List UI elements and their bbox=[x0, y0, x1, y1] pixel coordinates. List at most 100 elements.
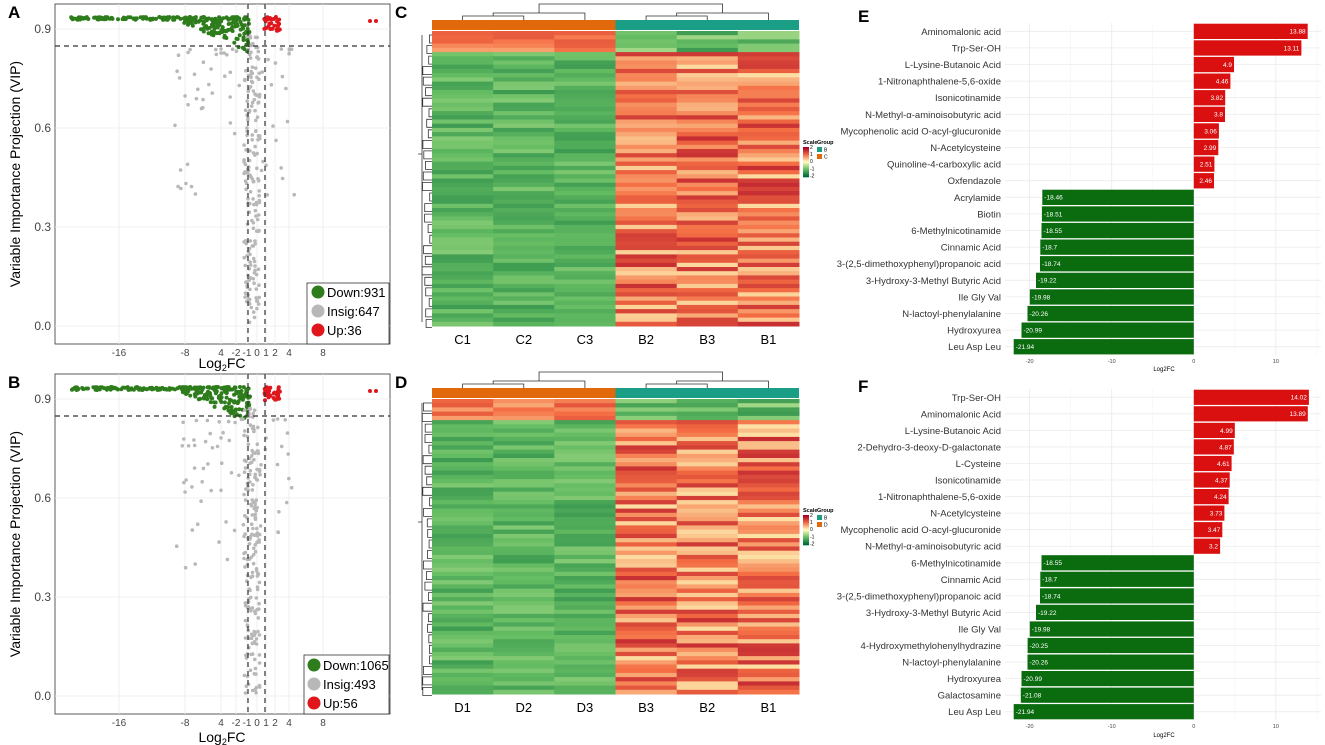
insig-point bbox=[243, 108, 248, 113]
insig-point bbox=[251, 179, 256, 184]
heatmap-cell bbox=[737, 466, 800, 472]
heatmap-cell bbox=[615, 407, 678, 413]
insig-point bbox=[256, 177, 260, 181]
up-point bbox=[269, 26, 274, 31]
heatmap-cell bbox=[554, 31, 616, 36]
heatmap-cell bbox=[615, 191, 678, 196]
heatmap-cell bbox=[676, 279, 739, 285]
heatmap-cell bbox=[432, 677, 494, 682]
insig-point bbox=[253, 512, 257, 517]
up-point bbox=[272, 390, 277, 395]
heatmap-cell bbox=[737, 554, 800, 560]
up-point bbox=[374, 19, 378, 23]
insig-point bbox=[245, 126, 249, 130]
insig-point bbox=[227, 438, 232, 443]
insig-point bbox=[257, 661, 262, 665]
heatmap-cell bbox=[554, 436, 616, 442]
bar bbox=[1193, 139, 1219, 156]
insig-point bbox=[228, 121, 233, 125]
category-label: Hydroxyurea bbox=[947, 326, 1002, 337]
heatmap-cell bbox=[737, 597, 800, 602]
heatmap-cell bbox=[676, 411, 739, 417]
heatmap-cell bbox=[554, 161, 616, 167]
insig-point bbox=[274, 138, 278, 143]
heatmap-cell bbox=[676, 580, 739, 585]
insig-point bbox=[174, 544, 179, 548]
heatmap-cell bbox=[432, 220, 494, 226]
heatmap-cell bbox=[676, 559, 739, 564]
heatmap-cell bbox=[554, 584, 616, 590]
legend-up-swatch bbox=[307, 696, 321, 710]
legend-scale-label: 1 bbox=[810, 152, 813, 158]
insig-point bbox=[186, 102, 190, 107]
heatmap-cell bbox=[676, 288, 739, 293]
insig-point bbox=[217, 420, 221, 424]
heatmap-cell bbox=[737, 445, 800, 451]
heatmap-cell bbox=[493, 647, 555, 653]
insig-point bbox=[276, 530, 281, 535]
category-label: Aminomalonic Acid bbox=[921, 409, 1001, 420]
heatmap-cell bbox=[493, 681, 555, 687]
down-point bbox=[219, 28, 224, 33]
heatmap-cell bbox=[615, 420, 678, 425]
heatmap-cell bbox=[737, 470, 800, 476]
insig-point bbox=[271, 418, 276, 422]
bar bbox=[1027, 637, 1194, 654]
insig-point bbox=[253, 208, 258, 213]
heatmap-cell bbox=[615, 432, 678, 438]
legend-scale-swatch bbox=[803, 147, 809, 149]
legend-scale-label: 0 bbox=[810, 159, 813, 165]
heatmap-cell bbox=[432, 35, 494, 40]
insig-point bbox=[283, 418, 288, 422]
heatmap-cell bbox=[432, 186, 494, 192]
bar-value-label: -18.74 bbox=[1042, 593, 1061, 600]
heatmap-cell bbox=[432, 651, 494, 657]
insig-point bbox=[185, 162, 190, 167]
down-point bbox=[131, 387, 136, 392]
down-point bbox=[94, 385, 99, 390]
insig-point bbox=[248, 534, 253, 539]
heatmap-cell bbox=[676, 224, 739, 230]
heatmap-cell bbox=[676, 635, 739, 640]
heatmap-cell bbox=[676, 283, 739, 289]
heatmap-cell bbox=[554, 140, 616, 146]
insig-point bbox=[255, 505, 259, 510]
bar bbox=[1193, 455, 1232, 472]
heatmap-cell bbox=[554, 420, 616, 425]
heatmap-cell bbox=[554, 576, 616, 581]
x-tick-label: -16 bbox=[112, 718, 127, 729]
heatmap-cell bbox=[676, 415, 739, 421]
bar-value-label: 13.88 bbox=[1289, 29, 1306, 36]
insig-point bbox=[258, 524, 263, 528]
bar-value-label: -18.7 bbox=[1042, 577, 1057, 584]
insig-point bbox=[190, 485, 194, 489]
heatmap-cell bbox=[615, 199, 678, 205]
insig-point bbox=[286, 452, 291, 456]
insig-point bbox=[284, 500, 289, 505]
heatmap-cell bbox=[554, 212, 616, 217]
heatmap-cell bbox=[737, 436, 800, 442]
heatmap-cell bbox=[554, 592, 616, 598]
insig-point bbox=[247, 297, 252, 302]
insig-point bbox=[178, 168, 183, 172]
insig-point bbox=[292, 192, 297, 197]
bar bbox=[1040, 256, 1194, 272]
heatmap-cell bbox=[554, 321, 616, 327]
up-point bbox=[274, 397, 279, 402]
y-tick-label: 0.6 bbox=[34, 491, 51, 505]
heatmap-cell bbox=[554, 580, 616, 585]
heatmap-cell bbox=[737, 119, 800, 125]
heatmap-cell bbox=[615, 542, 678, 547]
heatmap-cell bbox=[554, 165, 616, 171]
bar-value-label: 4.99 bbox=[1220, 428, 1233, 435]
heatmap-cell bbox=[554, 508, 616, 514]
heatmap-cell bbox=[493, 584, 555, 590]
heatmap-cell bbox=[554, 538, 616, 543]
heatmap-cell bbox=[737, 668, 800, 674]
heatmap-cell bbox=[493, 563, 555, 569]
insig-point bbox=[250, 218, 254, 223]
heatmap-cell bbox=[676, 420, 739, 425]
down-point bbox=[202, 26, 207, 30]
bar bbox=[1193, 56, 1234, 73]
down-point bbox=[185, 16, 190, 21]
